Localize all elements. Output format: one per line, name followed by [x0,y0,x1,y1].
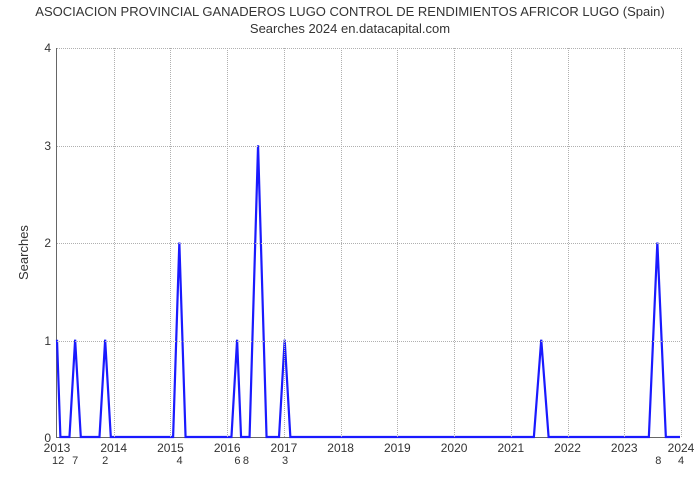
plot-area: 0123420132014201520162017201820192020202… [56,48,680,438]
value-label: 8 [243,437,249,467]
x-tick-label: 2018 [327,437,354,455]
grid-line-v [454,48,455,437]
grid-line-v [568,48,569,437]
grid-line-v [681,48,682,437]
chart-title: ASOCIACION PROVINCIAL GANADEROS LUGO CON… [0,4,700,38]
chart-title-line2: Searches 2024 en.datacapital.com [250,21,450,36]
y-tick-label: 2 [44,236,57,250]
value-label: 4 [176,437,182,467]
grid-line-v [397,48,398,437]
y-axis-label: Searches [16,225,31,280]
value-label: 7 [72,437,78,467]
x-tick-label: 2023 [611,437,638,455]
value-label: 2 [102,437,108,467]
value-label: 3 [282,437,288,467]
y-tick-label: 3 [44,139,57,153]
grid-line-h [57,146,680,147]
grid-line-h [57,48,680,49]
grid-line-v [170,48,171,437]
searches-line [57,145,680,437]
y-tick-label: 4 [44,41,57,55]
value-label: 6 [234,437,240,467]
grid-line-h [57,341,680,342]
grid-line-v [511,48,512,437]
value-label: 4 [678,437,684,467]
grid-line-v [284,48,285,437]
grid-line-h [57,243,680,244]
grid-line-v [341,48,342,437]
grid-line-v [114,48,115,437]
searches-chart: ASOCIACION PROVINCIAL GANADEROS LUGO CON… [0,0,700,500]
x-tick-label: 2022 [554,437,581,455]
x-tick-label: 2019 [384,437,411,455]
x-tick-label: 2021 [497,437,524,455]
x-tick-label: 2020 [441,437,468,455]
value-label: 12 [52,437,64,467]
grid-line-v [624,48,625,437]
chart-title-line1: ASOCIACION PROVINCIAL GANADEROS LUGO CON… [35,4,664,19]
y-tick-label: 1 [44,334,57,348]
grid-line-v [227,48,228,437]
value-label: 8 [655,437,661,467]
